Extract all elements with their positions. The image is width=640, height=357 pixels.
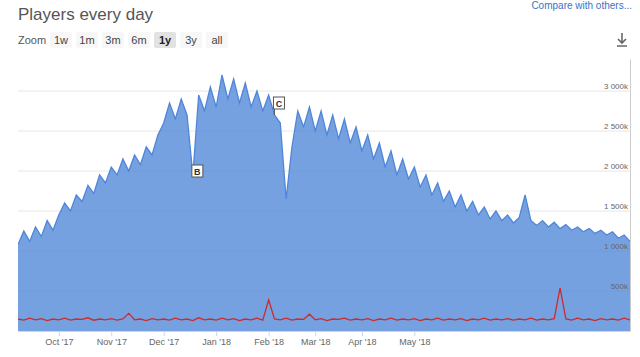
y-tick: 1 000k (604, 242, 630, 252)
x-tick-mark (362, 331, 363, 336)
x-tick-label: Oct '17 (45, 337, 73, 347)
zoom-button-label[interactable]: all (211, 34, 222, 46)
zoom-buttons: 1w 1m 3m 6m 1y 3y all (50, 32, 228, 48)
x-tick: Dec '17 (149, 331, 179, 347)
zoom-button[interactable] (154, 32, 176, 48)
x-tick-mark (216, 331, 217, 336)
line (18, 288, 630, 321)
x-tick-label: Apr '18 (348, 337, 376, 347)
zoom-button[interactable] (128, 32, 150, 48)
area-line (18, 75, 630, 245)
y-tick-label: 2 500k (604, 122, 629, 131)
zoom-button[interactable] (102, 32, 124, 48)
x-axis: Oct '17 Nov '17 Dec '17 Jan '18 Feb '18 Mar '… (19, 331, 631, 347)
x-tick-mark (269, 331, 270, 336)
x-tick: May '18 (399, 331, 430, 347)
y-tick-label: 1 000k (604, 242, 629, 251)
zoom-button[interactable] (206, 32, 228, 48)
annotation-box[interactable] (273, 97, 284, 109)
y-tick-label: 1 500k (604, 202, 629, 211)
y-tick-label: 3 000k (604, 82, 629, 91)
zoom-button-label[interactable]: 1m (79, 34, 94, 46)
zoom-button-label[interactable]: 6m (131, 34, 146, 46)
y-tick: 3 000k (604, 82, 630, 92)
title: Players every day (18, 5, 154, 24)
zoom-button[interactable] (180, 32, 202, 48)
x-tick-label: Jan '18 (202, 337, 231, 347)
x-tick: Apr '18 (348, 331, 376, 347)
annotation-label[interactable]: C (276, 99, 283, 109)
x-tick-label: Feb '18 (254, 337, 284, 347)
x-tick-label: Mar '18 (301, 337, 331, 347)
y-tick: 2 500k (604, 122, 630, 132)
y-tick: 2 000k (604, 162, 630, 172)
x-axis-line (19, 331, 631, 332)
series-group (18, 75, 630, 331)
x-tick-mark (111, 331, 112, 336)
zoom-label: Zoom (18, 34, 46, 46)
x-tick-label: May '18 (399, 337, 430, 347)
y-axis: 500k 1 000k 1 500k 2 000k 2 500k 3 000k (604, 60, 631, 332)
chart-svg: Players every day Compare with others... Z… (0, 0, 640, 357)
y-axis-line (630, 60, 631, 332)
zoom-button[interactable] (76, 32, 98, 48)
chart-container: Players every day Compare with others... Z… (0, 0, 640, 357)
y-tick-label: 2 000k (604, 162, 629, 171)
area (18, 75, 630, 331)
zoom-button-label[interactable]: 1y (159, 34, 172, 46)
annotation-box[interactable] (192, 165, 203, 177)
zoom-button-label[interactable]: 3m (105, 34, 120, 46)
y-tick: 1 500k (604, 202, 630, 212)
x-tick: Mar '18 (301, 331, 331, 347)
compare-link[interactable]: Compare with others... (531, 0, 632, 11)
annotations: BC (192, 97, 285, 177)
x-tick-label: Dec '17 (149, 337, 179, 347)
x-tick-label: Nov '17 (97, 337, 127, 347)
grid-line (18, 91, 630, 92)
zoom-button-label[interactable]: 3y (185, 34, 197, 46)
x-tick: Oct '17 (45, 331, 73, 347)
x-tick-mark (414, 331, 415, 336)
x-tick-mark (164, 331, 165, 336)
x-tick: Jan '18 (202, 331, 231, 347)
x-tick-mark (59, 331, 60, 336)
zoom-button[interactable] (50, 32, 72, 48)
download-icon[interactable] (617, 33, 627, 46)
download-glyph[interactable] (617, 33, 627, 46)
annotation-label[interactable]: B (194, 167, 201, 177)
x-tick-mark (315, 331, 316, 336)
y-tick: 500k (611, 282, 630, 292)
x-tick: Feb '18 (254, 331, 284, 347)
y-tick-label: 500k (611, 282, 629, 291)
x-tick: Nov '17 (97, 331, 127, 347)
zoom-button-label[interactable]: 1w (54, 34, 68, 46)
